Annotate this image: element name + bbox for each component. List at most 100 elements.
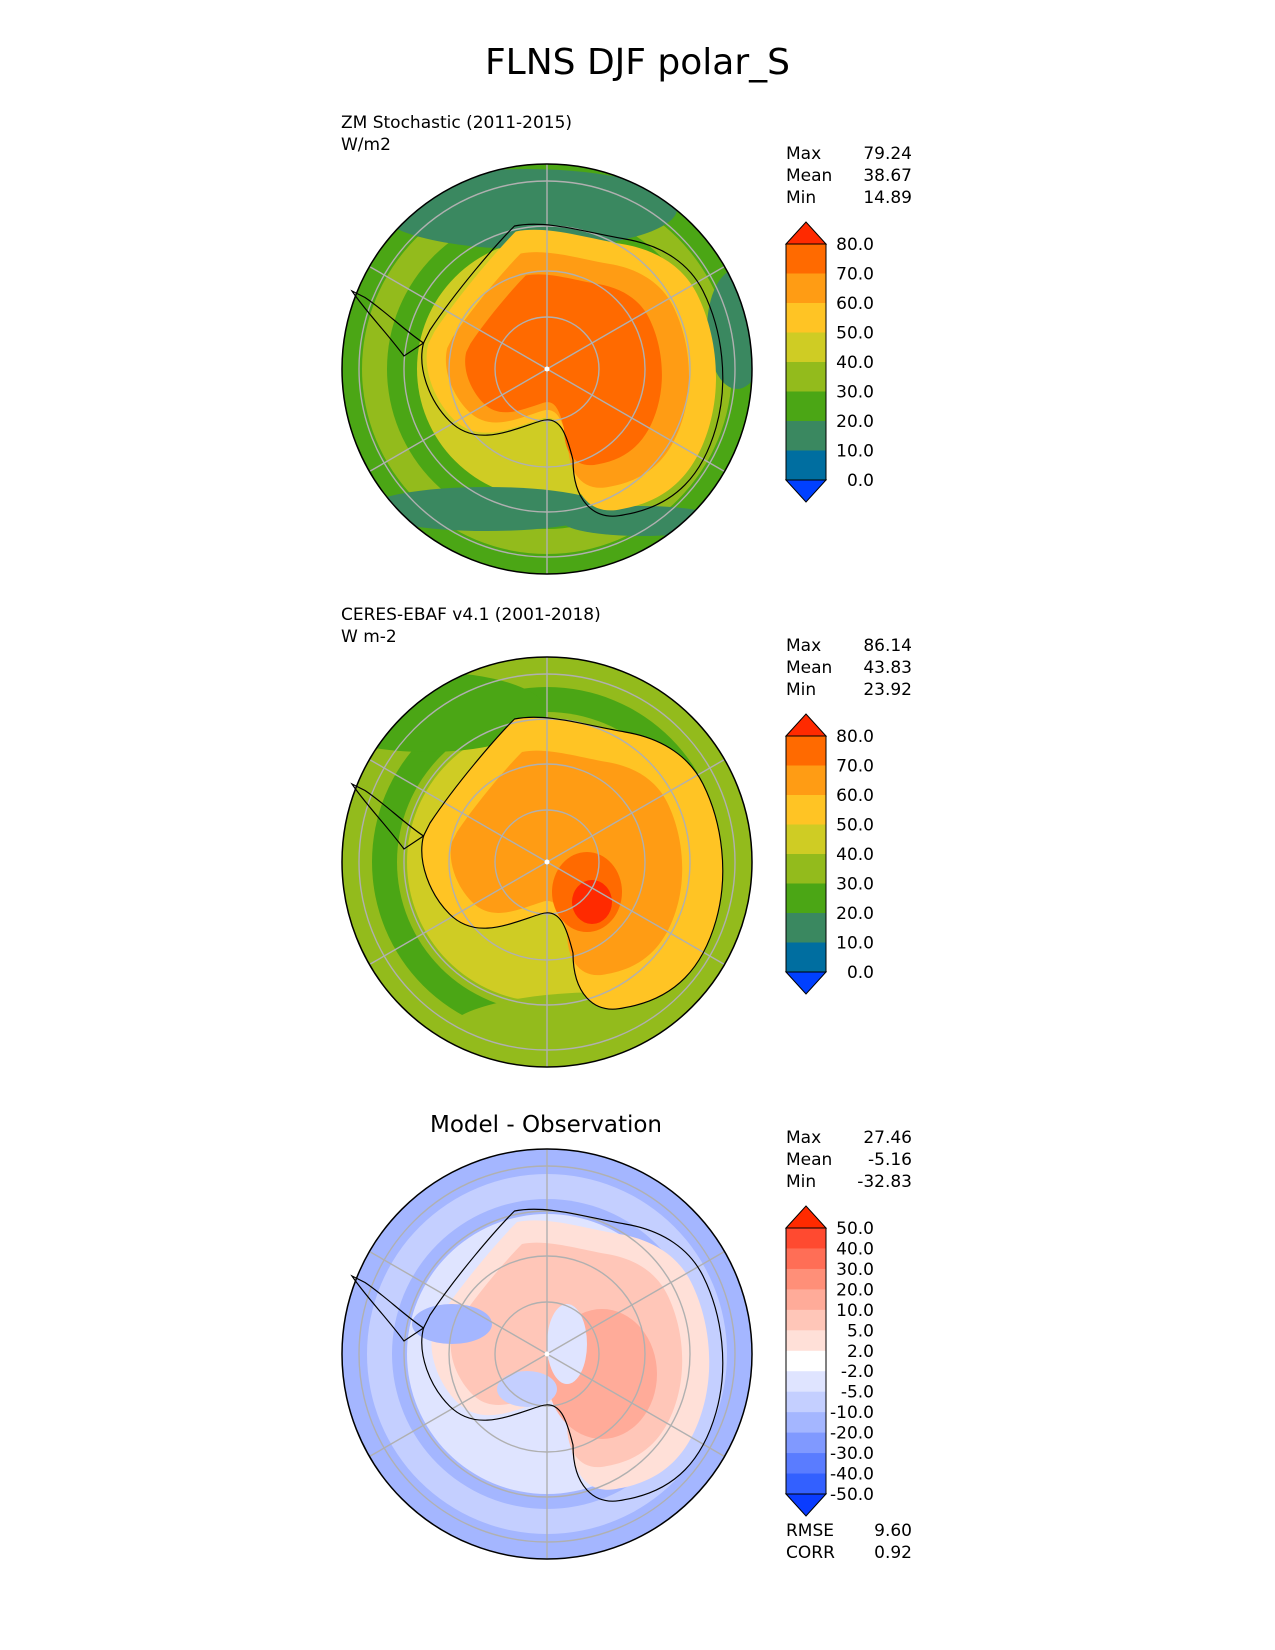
colorbar-tick-label: 70.0 [836, 757, 874, 777]
stat-value: -5.16 [868, 1150, 912, 1170]
colorbar-segment [786, 1350, 826, 1372]
meridian-line [546, 758, 725, 863]
peninsula-coastline [350, 1274, 425, 1342]
pole-marker [544, 1351, 550, 1357]
colorbar-tick-label: -10.0 [830, 1403, 874, 1423]
colorbar-tick-label: 50.0 [836, 1219, 874, 1239]
meridian-line [369, 861, 548, 966]
colorbar-tick-label: 10.0 [836, 442, 874, 462]
colorbar-extend-min [784, 971, 828, 995]
colorbar-frame [785, 243, 827, 481]
stat-label: Min [786, 188, 817, 208]
field-neg [547, 1304, 587, 1384]
colorbar-segment [786, 391, 826, 422]
colorbar-tick-label: -5.0 [841, 1383, 874, 1403]
colorbar-tick-label: 80.0 [836, 727, 874, 747]
panel1-title: ZM Stochastic (2011-2015) [341, 113, 573, 133]
colorbar-segment [786, 765, 826, 796]
colorbar-tick-label: 20.0 [836, 1280, 874, 1300]
colorbar-tick-label: -20.0 [830, 1424, 874, 1444]
stat-label: Mean [786, 1150, 833, 1170]
colorbar-extend-min [784, 1493, 828, 1517]
colorbar-segment [786, 362, 826, 392]
panel3-title: Model - Observation [429, 1112, 663, 1138]
panel2-units: W m-2 [341, 627, 397, 647]
colorbar-segment [786, 273, 826, 304]
colorbar-segment [786, 303, 826, 333]
colorbar-tick-label: 0.0 [847, 471, 874, 491]
meridian-line [546, 1353, 725, 1458]
stat-label: Mean [786, 658, 833, 678]
panel2-title: CERES-EBAF v4.1 (2001-2018) [341, 605, 601, 625]
colorbar-tick-label: 2.0 [847, 1342, 874, 1362]
colorbar-segment [786, 1453, 826, 1475]
polar-map-2 [341, 656, 753, 1068]
meridian-line [546, 1250, 725, 1355]
panel2-stats: Max 86.14 Mean 43.83 Min 23.92 [786, 635, 912, 701]
colorbar-segment [786, 332, 826, 363]
colorbar-tick-label: 40.0 [836, 845, 874, 865]
stat-value: 43.83 [863, 658, 912, 678]
colorbar-segment [786, 1412, 826, 1434]
colorbar-segment [786, 1473, 826, 1495]
colorbar-segment [786, 1309, 826, 1331]
stat-value: 86.14 [863, 636, 912, 656]
colorbar-segment [786, 1371, 826, 1393]
metric-label: CORR [786, 1543, 835, 1563]
colorbar-tick-label: 30.0 [836, 1260, 874, 1280]
stat-label: Min [786, 1172, 817, 1192]
colorbar-segment [786, 795, 826, 825]
colorbar-tick-label: 40.0 [836, 353, 874, 373]
colorbar-extend-max [784, 1205, 828, 1229]
colorbar-segment [786, 883, 826, 914]
colorbar-extend-min [784, 479, 828, 503]
colorbar-tick-label: 70.0 [836, 265, 874, 285]
metric-label: RMSE [786, 1521, 835, 1541]
colorbar-segment [786, 913, 826, 943]
map-boundary [341, 163, 753, 575]
colorbar-tick-label: -40.0 [830, 1465, 874, 1485]
metric-value: 0.92 [874, 1543, 912, 1563]
colorbar-segment [786, 1289, 826, 1311]
colorbar-extend-max [784, 221, 828, 245]
stat-value: 27.46 [863, 1128, 912, 1148]
colorbar-tick-label: -50.0 [830, 1485, 874, 1505]
colorbar-segment [786, 1268, 826, 1290]
map-boundary [341, 656, 753, 1068]
colorbar-tick-label: 20.0 [836, 412, 874, 432]
meridian-line [369, 1353, 548, 1458]
panel3-metrics: RMSE 9.60 CORR 0.92 [786, 1520, 912, 1564]
meridian-line [369, 265, 548, 370]
field-neg [412, 1304, 492, 1344]
meridian-line [369, 368, 548, 473]
pole-marker [544, 859, 550, 865]
colorbar-tick-label: 30.0 [836, 875, 874, 895]
colorbar-segment [786, 1330, 826, 1352]
stat-label: Max [786, 144, 822, 164]
figure-title: FLNS DJF polar_S [484, 42, 791, 83]
field-neg [497, 1371, 557, 1407]
antarctica-coastline [421, 223, 724, 517]
metric-value: 9.60 [874, 1521, 912, 1541]
colorbar-frame [785, 1227, 827, 1495]
colorbar-segment [786, 824, 826, 855]
colorbar-tick-label: -2.0 [841, 1362, 874, 1382]
peninsula-coastline [350, 782, 425, 850]
polar-map-3 [341, 1148, 753, 1560]
stat-value: 14.89 [863, 188, 912, 208]
colorbar-segment [786, 450, 826, 481]
antarctica-coastline [421, 1208, 724, 1502]
colorbar-tick-label: -30.0 [830, 1444, 874, 1464]
meridian-line [369, 758, 548, 863]
pole-marker [544, 366, 550, 372]
stat-value: 23.92 [863, 680, 912, 700]
meridian-line [546, 265, 725, 370]
colorbar-segment [786, 736, 826, 766]
stat-value: 79.24 [863, 144, 912, 164]
meridian-line [369, 1250, 548, 1355]
colorbar-tick-label: 80.0 [836, 235, 874, 255]
colorbar-tick-label: 5.0 [847, 1321, 874, 1341]
colorbar-tick-label: 60.0 [836, 786, 874, 806]
